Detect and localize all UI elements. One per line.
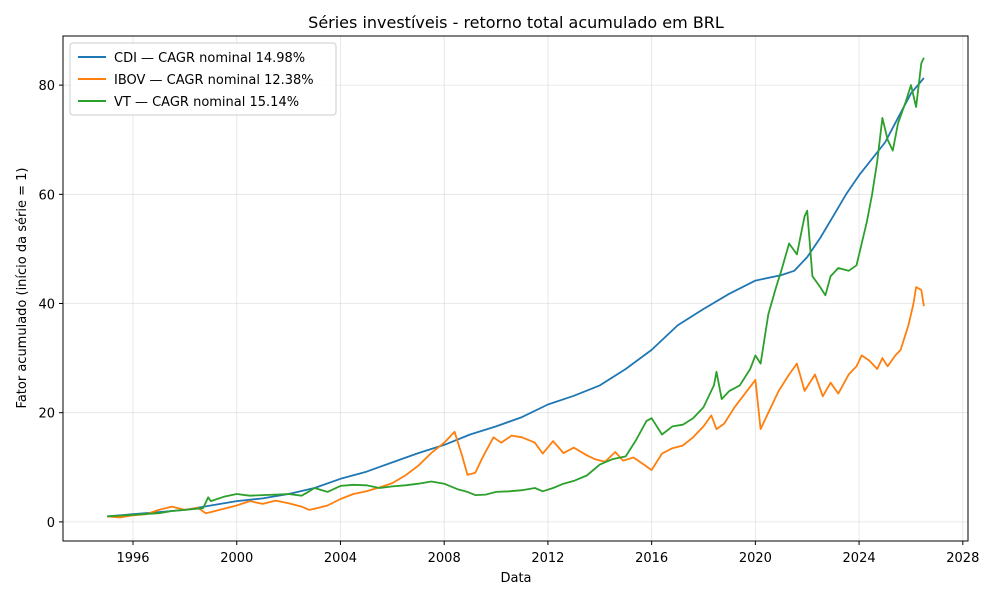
x-tick-label: 2000 [220,551,253,566]
x-tick-label: 2020 [739,551,772,566]
x-axis-ticks: 1996 2000 2004 2008 2012 2016 2020 2024 2028 [116,541,979,566]
plot-frame [62,35,969,542]
series-line-1 [107,286,925,519]
series-line-0 [107,77,925,518]
chart-title: Séries investíveis - retorno total acumu… [308,13,724,32]
y-tick-label: 40 [38,298,55,313]
legend-box [69,42,337,116]
x-tick-label: 2004 [324,551,357,566]
legend-label-0: CDI — CAGR nominal 14.98% [114,51,305,66]
x-tick-label: 2012 [531,551,564,566]
x-tick-label: 2024 [843,551,876,566]
x-tick-label: 1996 [116,551,149,566]
y-tick-label: 60 [38,188,55,203]
x-axis-label: Data [500,571,531,586]
x-tick-label: 2016 [635,551,668,566]
y-tick-label: 0 [47,516,55,531]
grid [63,36,968,541]
x-tick-label: 2008 [428,551,461,566]
y-axis-label: Fator acumulado (início da série = 1) [15,168,30,409]
y-tick-label: 80 [38,79,55,94]
y-tick-label: 20 [38,407,55,422]
x-tick-label: 2028 [946,551,979,566]
legend: CDI — CAGR nominal 14.98% IBOV — CAGR nom… [69,42,337,116]
legend-label-2: VT — CAGR nominal 15.14% [114,95,299,110]
series-line-2 [107,57,925,518]
y-axis-ticks: 0 20 40 60 80 [38,79,63,531]
legend-label-1: IBOV — CAGR nominal 12.38% [114,73,314,88]
series-layer [107,57,925,519]
